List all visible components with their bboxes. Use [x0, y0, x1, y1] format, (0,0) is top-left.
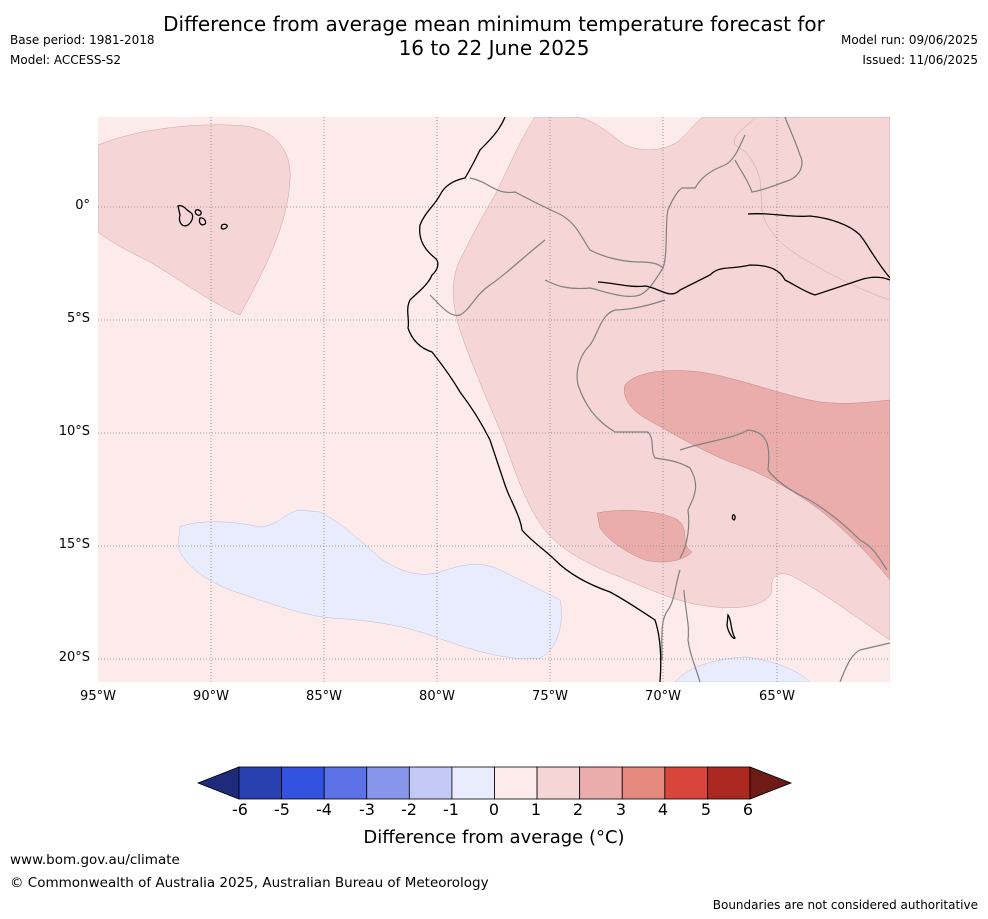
colorbar-arrow-low: [196, 766, 240, 800]
lat-label-0: 0°: [75, 198, 90, 213]
anomaly-2-3-south: [596, 510, 693, 563]
lon-label-95w: 95°W: [80, 689, 116, 704]
anomaly-1-2-galapagos: [98, 124, 291, 316]
colorbar-segment: [408, 766, 453, 800]
cb-tick: 2: [572, 800, 584, 819]
colorbar-segment: [579, 766, 623, 800]
anomaly-minus1-0-andes: [674, 656, 811, 682]
colorbar-segment: [621, 766, 666, 800]
lat-label-10s: 10°S: [58, 424, 90, 439]
lat-label-20s: 20°S: [58, 650, 90, 665]
colorbar-segment: [281, 766, 325, 800]
cb-tick: 1: [530, 800, 542, 819]
base-period: Base period: 1981-2018: [10, 33, 155, 47]
model-run: Model run: 09/06/2025: [840, 33, 978, 47]
colorbar-title: Difference from average (°C): [363, 827, 625, 848]
lon-label-90w: 90°W: [193, 689, 229, 704]
cb-tick: -3: [359, 800, 375, 819]
colorbar-segment: [536, 766, 581, 800]
lon-label-85w: 85°W: [306, 689, 342, 704]
colorbar-segment: [451, 766, 495, 800]
cb-tick: -1: [443, 800, 459, 819]
colorbar-arrow-high: [749, 766, 793, 800]
meta-right: Model run: 09/06/2025 Issued: 11/06/2025: [841, 30, 978, 70]
map-body: [98, 117, 890, 682]
cb-tick: -4: [316, 800, 332, 819]
colorbar-segment: [238, 766, 282, 800]
colorbar-segment: [664, 766, 708, 800]
cb-tick: -2: [401, 800, 417, 819]
title-line-2: 16 to 22 June 2025: [398, 36, 590, 60]
coastline: [177, 117, 890, 682]
country-borders: [429, 117, 890, 682]
anomaly-minus1-0-ocean: [177, 509, 562, 659]
colorbar-segment: [494, 766, 538, 800]
issued-date: Issued: 11/06/2025: [862, 53, 978, 67]
lon-label-70w: 70°W: [645, 689, 681, 704]
meta-left: Base period: 1981-2018 Model: ACCESS-S2: [10, 30, 155, 70]
colorbar: [196, 766, 793, 800]
footer-url: www.bom.gov.au/climate: [10, 852, 180, 868]
lon-label-75w: 75°W: [532, 689, 568, 704]
cb-tick: -5: [274, 800, 290, 819]
title-line-1: Difference from average mean minimum tem…: [163, 12, 825, 36]
lat-label-15s: 15°S: [58, 537, 90, 552]
lat-label-5s: 5°S: [66, 311, 90, 326]
cb-tick: 0: [488, 800, 500, 819]
cb-tick: -6: [232, 800, 248, 819]
cb-tick: 4: [657, 800, 669, 819]
colorbar-segment: [707, 766, 751, 800]
gridlines: [98, 117, 890, 682]
cb-tick: 6: [742, 800, 754, 819]
cb-tick: 5: [700, 800, 712, 819]
footer-copyright: © Commonwealth of Australia 2025, Austra…: [10, 875, 489, 891]
colorbar-segment: [323, 766, 368, 800]
chart-title: Difference from average mean minimum tem…: [0, 12, 988, 60]
cb-tick: 3: [615, 800, 627, 819]
colorbar-segment: [366, 766, 410, 800]
footer-disclaimer: Boundaries are not considered authoritat…: [712, 898, 978, 912]
model-name: Model: ACCESS-S2: [10, 53, 122, 67]
anomaly-2-3-east: [624, 370, 890, 581]
lon-label-80w: 80°W: [419, 689, 455, 704]
lon-label-65w: 65°W: [759, 689, 795, 704]
